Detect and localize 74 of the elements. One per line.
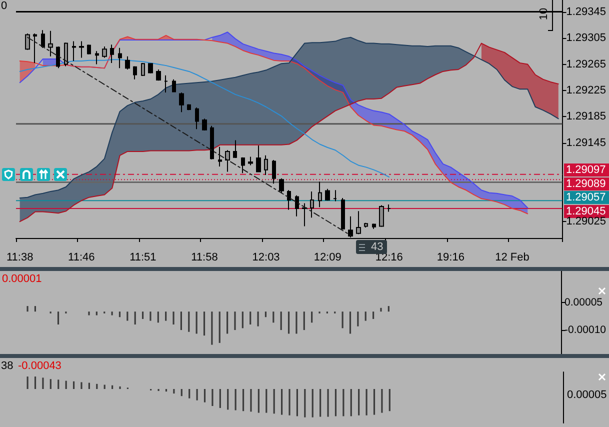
ref-line-label: 1.29097: [566, 164, 606, 176]
x-tick-label: 12 Feb: [495, 252, 530, 264]
y-tick-label: 1.29225: [566, 84, 606, 96]
candlestick: [64, 42, 68, 67]
candlestick: [141, 62, 145, 77]
x-tick-label: 12:03: [252, 252, 280, 264]
candlestick: [87, 44, 91, 55]
x-tick-label: 11:38: [6, 252, 34, 264]
candlestick: [172, 78, 176, 92]
candlestick: [148, 63, 153, 74]
candlestick: [302, 202, 307, 227]
candlestick: [56, 46, 60, 69]
candlestick: [264, 154, 268, 176]
annotation: 0.00001: [2, 273, 42, 285]
candlestick: [318, 181, 322, 208]
candlestick: [179, 92, 184, 113]
candlestick: [118, 47, 122, 69]
x-tick-label: 12:09: [314, 252, 342, 264]
candlestick: [79, 40, 84, 58]
candlestick: [218, 146, 222, 168]
ref-line-label: 1.29045: [566, 206, 606, 218]
y-tick-label: 1.29185: [566, 110, 606, 123]
candlestick: [95, 50, 99, 65]
candlestick: [241, 156, 245, 174]
y-tick-label: -0.00010: [564, 324, 606, 336]
y-tick-label: 1.29305: [566, 32, 606, 44]
candlestick: [310, 190, 314, 218]
ref-line-label: 1.29057: [566, 192, 606, 204]
candlestick: [164, 74, 168, 93]
candlestick: [110, 44, 114, 64]
y-tick-label: 1.29265: [566, 58, 606, 70]
candlestick: [379, 204, 384, 228]
candlestick: [387, 204, 391, 212]
candlestick: [272, 159, 276, 184]
text: 43: [371, 241, 384, 253]
y-tick-label: 1.29145: [566, 136, 606, 149]
candlestick: [325, 188, 330, 202]
candlestick: [156, 69, 161, 82]
candlestick: [256, 145, 261, 172]
text: 38: [1, 360, 14, 372]
candlestick: [225, 150, 230, 172]
candlestick: [356, 210, 361, 235]
y-tick-label: 1.29345: [566, 6, 606, 18]
candlestick: [102, 46, 107, 58]
candlestick: [33, 32, 37, 64]
candlestick: [210, 125, 214, 160]
candlestick: [295, 194, 299, 217]
x-tick-label: 11:46: [68, 252, 95, 264]
candlestick: [25, 32, 30, 50]
candlestick: [41, 30, 45, 48]
candlestick: [341, 198, 345, 230]
candlestick: [248, 156, 253, 166]
text: -0.00043: [18, 360, 62, 372]
candlestick: [48, 30, 53, 57]
candlestick: [195, 107, 199, 130]
candlestick: [233, 140, 237, 159]
x-tick-label: 19:16: [436, 252, 464, 264]
y-tick-label: 1.29025: [566, 216, 606, 228]
candlestick: [364, 222, 368, 228]
candlestick: [287, 190, 291, 210]
candlestick: [125, 56, 130, 70]
candlestick: [372, 223, 376, 230]
candlestick: [72, 40, 76, 62]
candlestick: [279, 178, 284, 194]
candlestick: [333, 190, 337, 202]
x-tick-label: 11:58: [191, 252, 218, 264]
text: 0: [1, 0, 8, 12]
ref-line-label: 1.29089: [566, 178, 606, 190]
line-series: [19, 59, 390, 178]
candlestick: [133, 66, 137, 80]
y-tick-label: 0.00005: [564, 296, 603, 308]
candlestick: [187, 104, 191, 111]
candlestick: [202, 118, 207, 131]
x-tick-label: 11:51: [130, 252, 156, 264]
